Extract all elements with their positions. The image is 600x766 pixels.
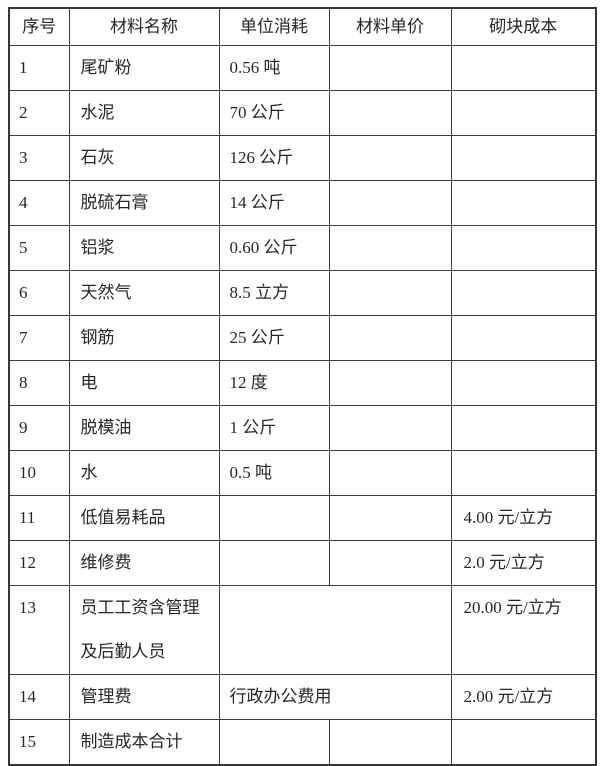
cell-unit-consumption: 8.5 立方 — [218, 270, 330, 316]
cell-material-unit-price — [328, 270, 452, 316]
column-header-unit-consumption: 单位消耗 — [218, 7, 330, 46]
cell-serial-number: 12 — [8, 540, 70, 586]
cell-material-name: 钢筋 — [68, 315, 220, 361]
cell-unit-consumption-price-merged: 行政办公费用 — [218, 674, 452, 720]
cell-serial-number: 1 — [8, 45, 70, 91]
cell-material-unit-price — [328, 45, 452, 91]
cell-block-cost — [450, 135, 597, 181]
table-row: 11 低值易耗品 4.00 元/立方 — [8, 495, 597, 541]
cell-block-cost — [450, 450, 597, 496]
cell-block-cost — [450, 315, 597, 361]
cell-serial-number: 9 — [8, 405, 70, 451]
cell-material-unit-price — [328, 450, 452, 496]
cell-material-name: 石灰 — [68, 135, 220, 181]
cell-material-name: 管理费 — [68, 674, 220, 720]
cell-material-unit-price — [328, 90, 452, 136]
table-row: 8 电 12 度 — [8, 360, 597, 406]
cell-block-cost — [450, 180, 597, 226]
cell-material-unit-price — [328, 225, 452, 271]
table-row: 1 尾矿粉 0.56 吨 — [8, 45, 597, 91]
cell-block-cost — [450, 405, 597, 451]
cell-block-cost — [450, 90, 597, 136]
cell-material-unit-price — [328, 315, 452, 361]
cell-unit-consumption: 1 公斤 — [218, 405, 330, 451]
cell-material-unit-price — [328, 719, 452, 766]
cell-material-name: 维修费 — [68, 540, 220, 586]
table-row: 14 管理费 行政办公费用 2.00 元/立方 — [8, 674, 597, 720]
cell-unit-consumption: 25 公斤 — [218, 315, 330, 361]
table-row: 5 铝浆 0.60 公斤 — [8, 225, 597, 271]
cell-serial-number: 13 — [8, 585, 70, 675]
cell-unit-consumption — [218, 495, 330, 541]
cell-unit-consumption: 0.56 吨 — [218, 45, 330, 91]
cell-material-name: 尾矿粉 — [68, 45, 220, 91]
cell-material-unit-price — [328, 135, 452, 181]
cell-block-cost — [450, 270, 597, 316]
cell-serial-number: 5 — [8, 225, 70, 271]
cell-serial-number: 7 — [8, 315, 70, 361]
cell-material-name: 铝浆 — [68, 225, 220, 271]
cell-material-name: 脱硫石膏 — [68, 180, 220, 226]
cell-serial-number: 3 — [8, 135, 70, 181]
cell-block-cost — [450, 45, 597, 91]
cell-serial-number: 2 — [8, 90, 70, 136]
cell-serial-number: 4 — [8, 180, 70, 226]
cell-material-name: 水泥 — [68, 90, 220, 136]
cell-block-cost — [450, 719, 597, 766]
table-row: 7 钢筋 25 公斤 — [8, 315, 597, 361]
cell-serial-number: 8 — [8, 360, 70, 406]
table-row: 10 水 0.5 吨 — [8, 450, 597, 496]
cell-unit-consumption — [218, 719, 330, 766]
cell-block-cost — [450, 360, 597, 406]
table-header-row: 序号 材料名称 单位消耗 材料单价 砌块成本 — [8, 7, 597, 46]
cell-material-name: 低值易耗品 — [68, 495, 220, 541]
cell-unit-consumption: 126 公斤 — [218, 135, 330, 181]
table-row: 6 天然气 8.5 立方 — [8, 270, 597, 316]
cell-serial-number: 6 — [8, 270, 70, 316]
cell-unit-consumption: 14 公斤 — [218, 180, 330, 226]
table-row: 9 脱模油 1 公斤 — [8, 405, 597, 451]
cell-material-name: 脱模油 — [68, 405, 220, 451]
cell-block-cost: 2.00 元/立方 — [450, 674, 597, 720]
column-header-serial-number: 序号 — [8, 7, 70, 46]
table-row: 15 制造成本合计 — [8, 719, 597, 766]
cell-block-cost: 20.00 元/立方 — [450, 585, 597, 675]
cell-unit-consumption — [218, 540, 330, 586]
column-header-material-name: 材料名称 — [68, 7, 220, 46]
cell-unit-consumption: 0.5 吨 — [218, 450, 330, 496]
cell-material-name: 员工工资含管理 及后勤人员 — [68, 585, 220, 675]
cell-material-name: 制造成本合计 — [68, 719, 220, 766]
table-row: 2 水泥 70 公斤 — [8, 90, 597, 136]
cell-serial-number: 15 — [8, 719, 70, 766]
cell-material-unit-price — [328, 405, 452, 451]
cell-material-name: 水 — [68, 450, 220, 496]
cell-material-name: 天然气 — [68, 270, 220, 316]
materials-cost-table: 序号 材料名称 单位消耗 材料单价 砌块成本 1 尾矿粉 0.56 吨 2 水泥… — [8, 7, 597, 766]
cell-material-unit-price — [328, 180, 452, 226]
cell-serial-number: 11 — [8, 495, 70, 541]
cell-unit-consumption-price-merged — [218, 585, 452, 675]
table-row: 12 维修费 2.0 元/立方 — [8, 540, 597, 586]
cell-unit-consumption: 12 度 — [218, 360, 330, 406]
column-header-material-unit-price: 材料单价 — [328, 7, 452, 46]
table-row: 3 石灰 126 公斤 — [8, 135, 597, 181]
cell-block-cost: 2.0 元/立方 — [450, 540, 597, 586]
table-row: 4 脱硫石膏 14 公斤 — [8, 180, 597, 226]
cell-material-unit-price — [328, 360, 452, 406]
cell-unit-consumption: 0.60 公斤 — [218, 225, 330, 271]
cell-unit-consumption: 70 公斤 — [218, 90, 330, 136]
cell-material-unit-price — [328, 495, 452, 541]
cell-serial-number: 10 — [8, 450, 70, 496]
table-row: 13 员工工资含管理 及后勤人员 20.00 元/立方 — [8, 585, 597, 675]
column-header-block-cost: 砌块成本 — [450, 7, 597, 46]
cell-block-cost: 4.00 元/立方 — [450, 495, 597, 541]
cell-material-name: 电 — [68, 360, 220, 406]
cell-serial-number: 14 — [8, 674, 70, 720]
cell-material-unit-price — [328, 540, 452, 586]
cell-block-cost — [450, 225, 597, 271]
